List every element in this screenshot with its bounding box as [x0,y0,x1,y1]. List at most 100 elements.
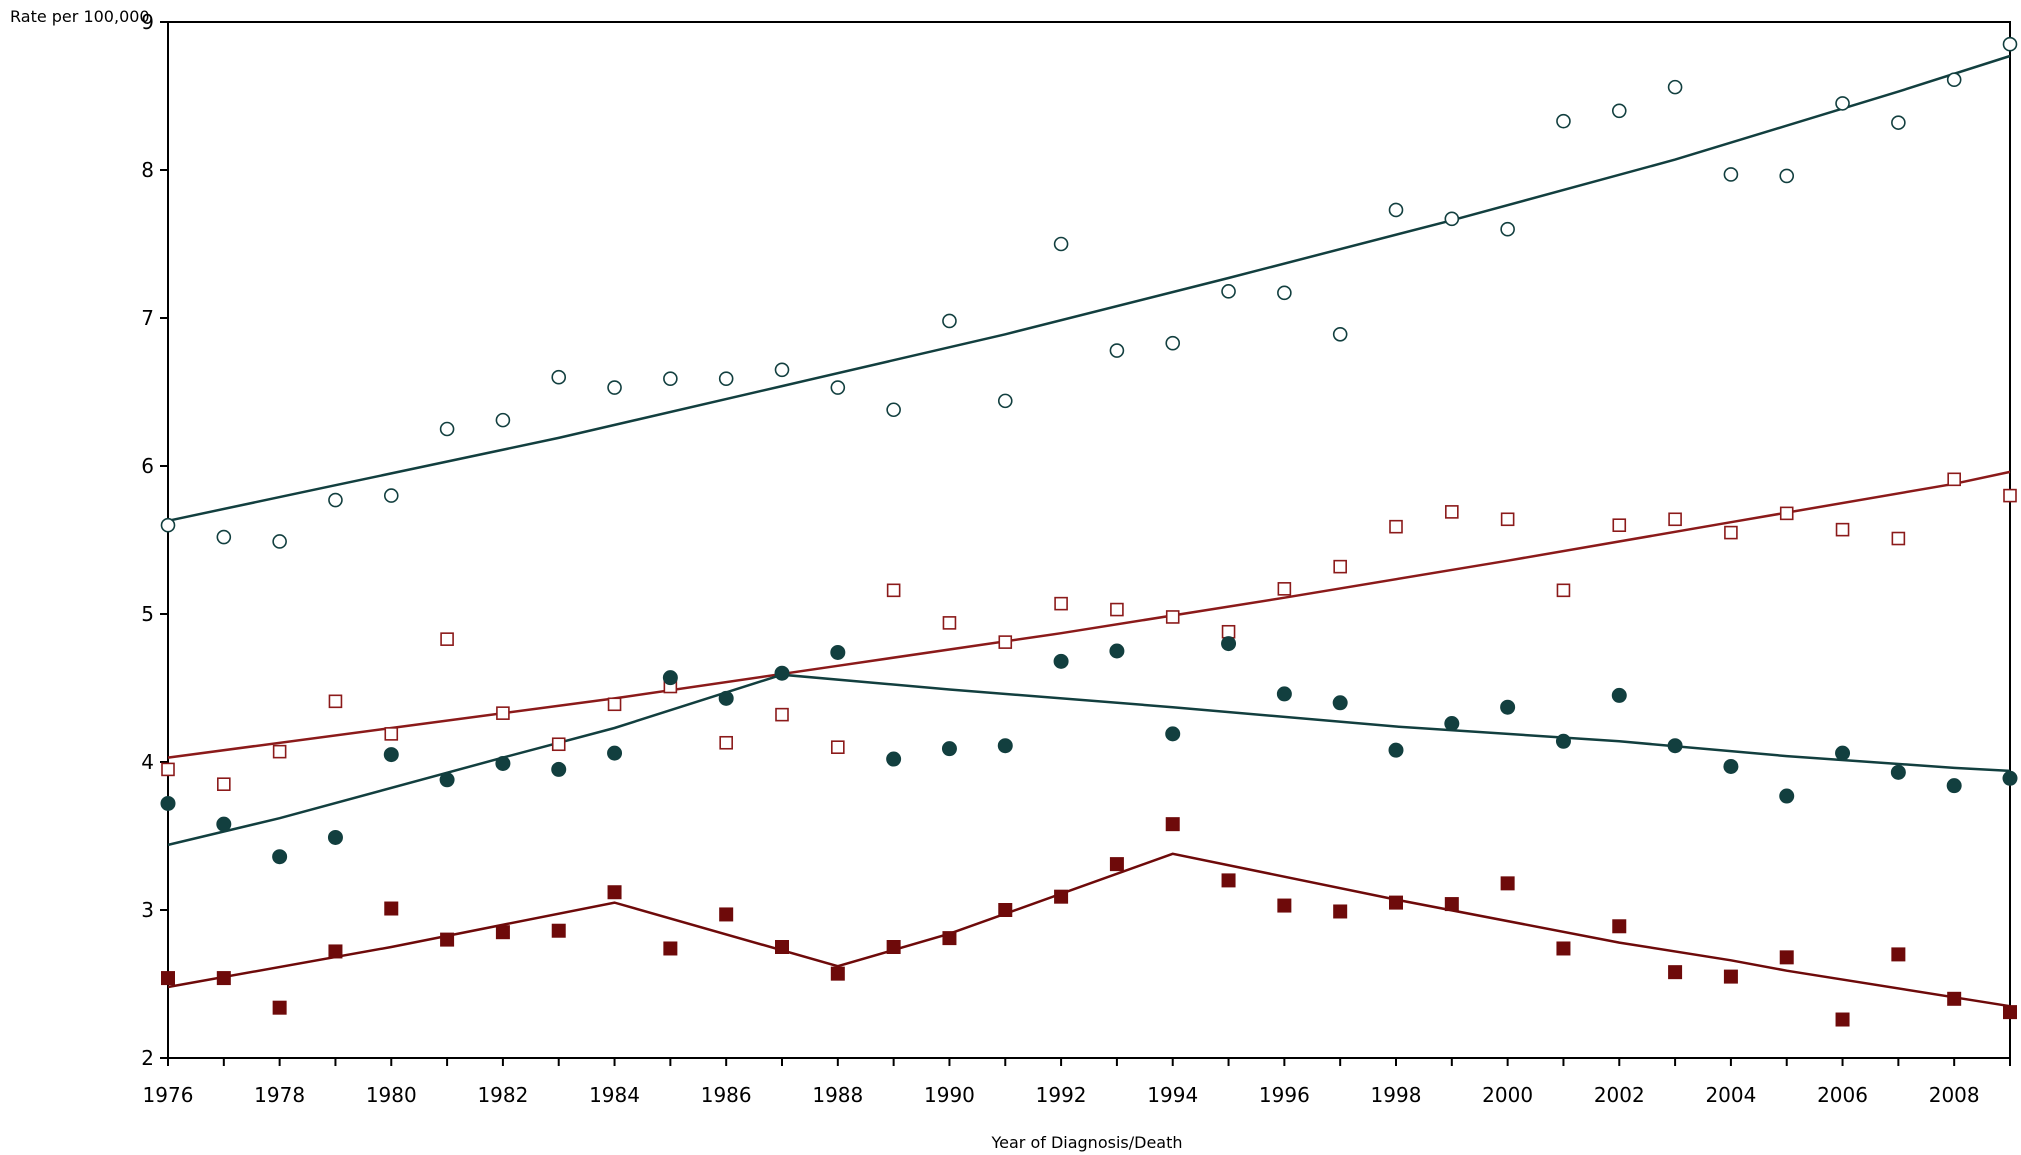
x-axis: 1976 1978 1980 1982 1984 1986 1988 1990 1992 1994… [143,1058,2011,1107]
point-open-square [496,706,510,720]
point-filled-square [1054,889,1069,904]
point-open-circle [1221,284,1236,299]
point-open-square [775,707,789,722]
point-open-circle [607,380,622,395]
point-open-circle [1891,115,1906,130]
point-filled-square [328,944,343,959]
point-filled-circle [718,690,734,706]
x-tick-label: 1976 [143,1083,194,1107]
x-tick-label: 2004 [1705,1083,1756,1107]
point-open-square [1333,559,1347,574]
point-filled-circle [607,745,623,761]
point-filled-circle [1667,738,1683,754]
x-tick-label: 1978 [254,1083,305,1107]
point-open-square [1277,582,1292,596]
point-open-circle [2002,36,2018,52]
point-filled-square [886,940,901,954]
x-tick-label: 2002 [1594,1083,1645,1107]
point-open-circle [272,534,287,549]
point-filled-square [440,932,455,947]
point-filled-circle [1500,699,1516,715]
point-open-square [1221,624,1236,639]
point-filled-square [1556,941,1571,956]
point-open-square [2003,488,2017,503]
point-open-circle [774,362,790,378]
point-open-square [1556,583,1571,598]
point-open-circle [439,421,455,437]
point-filled-square [1835,1012,1850,1027]
y-tick-label: 5 [141,602,154,626]
point-filled-circle [1779,788,1795,804]
point-filled-square [775,940,789,954]
point-filled-circle [1332,695,1348,711]
point-filled-square [1891,947,1906,962]
point-open-square [1779,506,1794,521]
point-open-circle [942,313,957,329]
trend-line-2 [167,470,2011,759]
point-open-circle [1332,326,1348,342]
point-open-square [384,727,399,741]
trend-line-3 [167,673,2011,847]
point-open-circle [216,529,232,545]
point-filled-square [1612,919,1627,934]
point-open-square [440,632,454,646]
x-axis-title: Year of Diagnosis/Death [990,1133,1182,1152]
point-open-square [1445,505,1459,519]
point-filled-circle [1890,764,1906,780]
point-filled-circle [1109,643,1125,659]
y-tick-label: 7 [141,306,154,330]
point-open-square [217,777,231,792]
point-open-circle [1723,167,1739,182]
x-tick-label: 1992 [1036,1083,1087,1107]
point-filled-circle [1555,733,1571,749]
point-open-circle [1500,221,1515,237]
point-open-square [1612,518,1627,533]
point-open-square [551,737,566,752]
point-filled-circle [1444,716,1460,732]
point-open-circle [1835,96,1850,111]
point-filled-circle [830,644,846,660]
y-tick-label: 8 [141,158,154,182]
point-open-circle [160,517,176,533]
point-filled-circle [495,755,511,771]
point-open-circle [1611,103,1627,119]
y-tick-label: 4 [141,750,154,774]
point-filled-circle [160,795,176,811]
point-filled-square [1277,898,1292,913]
point-filled-square [1109,857,1124,872]
x-tick-label: 1984 [589,1083,640,1107]
point-filled-square [1165,817,1180,832]
point-open-square [607,697,622,712]
point-open-circle [1667,79,1683,95]
point-filled-circle [1723,758,1739,774]
point-filled-circle [774,665,790,681]
point-filled-circle [1388,742,1404,758]
trend-line-4 [167,852,2011,1008]
point-filled-circle [216,816,232,832]
point-filled-square [830,966,845,981]
point-filled-square [1389,895,1403,910]
point-filled-square [942,931,957,946]
point-filled-square [384,901,399,916]
point-filled-square [1947,991,1962,1006]
point-open-square [1110,602,1124,617]
point-filled-circle [941,741,957,757]
point-open-circle [1388,202,1404,218]
point-filled-circle [1276,686,1292,702]
x-tick-label: 1994 [1147,1083,1198,1107]
point-open-circle [718,371,734,386]
x-tick-label: 1990 [924,1083,975,1107]
point-open-square [328,694,343,709]
point-open-square [1500,512,1515,527]
point-filled-circle [551,761,567,777]
point-filled-square [2003,1005,2017,1020]
point-filled-circle [997,738,1013,754]
plot-frame [167,21,2011,1059]
point-open-square [1724,525,1738,540]
point-filled-square [1333,904,1348,919]
point-open-circle [1946,72,1962,88]
data-points [160,36,2018,1027]
point-open-circle [1165,335,1181,351]
trend-line-1 [167,54,2011,523]
point-open-square [942,616,957,630]
